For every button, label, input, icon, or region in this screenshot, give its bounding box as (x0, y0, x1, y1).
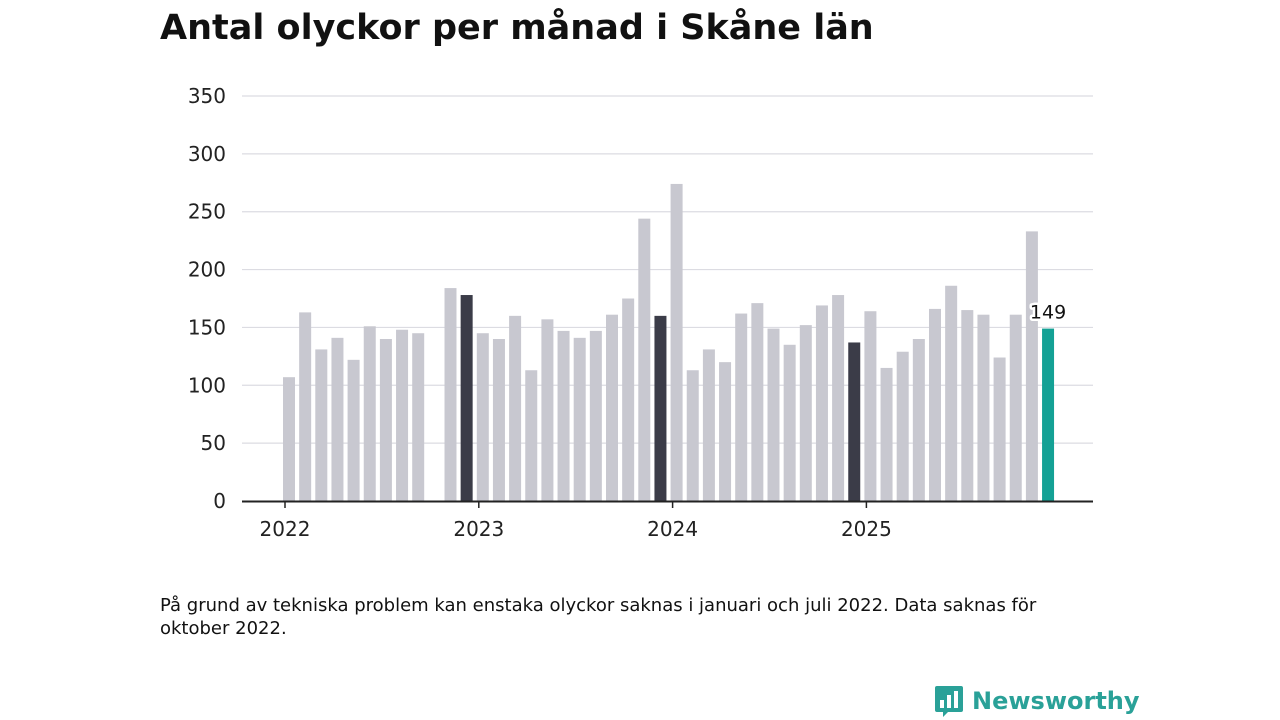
bar-2023-06 (557, 330, 570, 501)
y-tick-label: 50 (201, 431, 226, 455)
bar-2023-12 (654, 315, 667, 501)
bar-2022-08 (396, 329, 409, 501)
latest-value-label: 149 (1030, 302, 1066, 324)
y-tick-label: 150 (188, 315, 226, 339)
x-tick-label: 2022 (260, 517, 311, 541)
bar-2024-09 (799, 325, 812, 501)
bar-2025-02 (880, 367, 893, 501)
bar-2024-08 (783, 344, 796, 501)
bar-2025-01 (864, 311, 877, 501)
bar-2025-11 (1025, 231, 1038, 501)
y-tick-label: 200 (188, 258, 226, 282)
bar-2023-07 (573, 337, 586, 501)
bar-2024-02 (686, 370, 699, 501)
bar-2024-10 (815, 305, 828, 501)
x-axis: 2022 2023 2024 2025 (242, 500, 1093, 541)
bar-2024-01 (670, 183, 683, 501)
bar-2023-04 (525, 370, 538, 501)
brand-name: Newsworthy (972, 687, 1140, 715)
chart-title: Antal olyckor per månad i Skåne län (160, 8, 874, 48)
bar-2023-02 (492, 339, 505, 501)
x-tick-label: 2025 (841, 517, 892, 541)
bar-2024-03 (702, 349, 715, 501)
bar-2023-03 (509, 315, 522, 501)
bar-2023-10 (622, 298, 635, 501)
bar-2022-12 (460, 295, 473, 501)
bar-2022-05 (347, 359, 360, 501)
bar-2025-05 (929, 308, 941, 501)
bar-2022-04 (331, 337, 344, 501)
bar-2024-06 (751, 303, 764, 501)
bar-2023-08 (589, 330, 602, 501)
bar-2025-12 (1042, 328, 1055, 501)
bar-2022-01 (283, 377, 295, 501)
x-tick-label: 2023 (453, 517, 504, 541)
bar-2024-05 (735, 313, 748, 501)
y-axis: 0 50 100 150 200 250 300 350 (188, 84, 226, 513)
bar-2025-08 (977, 314, 990, 501)
y-tick-label: 0 (213, 489, 226, 513)
bar-chart: 0 50 100 150 200 250 300 350 2022 2023 2024 2025 1… (188, 84, 1093, 541)
brand[interactable]: Newsworthy (934, 684, 1140, 718)
bar-2022-09 (412, 333, 425, 501)
bar-2022-03 (315, 349, 328, 501)
bar-2023-01 (476, 333, 489, 501)
bar-2022-07 (379, 339, 392, 501)
bar-2024-12 (848, 342, 861, 501)
bar-2024-07 (767, 328, 780, 501)
newsworthy-logo-icon (935, 686, 963, 717)
bar-2025-03 (896, 351, 909, 501)
bar-2023-09 (606, 314, 618, 501)
bar-2023-11 (638, 218, 651, 501)
bar-2022-02 (299, 312, 312, 501)
footnote: På grund av tekniska problem kan enstaka… (160, 595, 1037, 639)
bar-2024-04 (719, 362, 732, 501)
bar-2024-11 (832, 295, 845, 501)
bar-2022-06 (363, 326, 376, 501)
y-tick-label: 250 (188, 200, 226, 224)
bar-2025-07 (961, 310, 974, 501)
bar-2022-11 (444, 288, 457, 501)
bar-2025-10 (1009, 314, 1022, 501)
bars (283, 183, 1055, 501)
y-tick-label: 350 (188, 84, 226, 108)
y-tick-label: 300 (188, 142, 226, 166)
bar-2025-06 (945, 285, 958, 501)
bar-2025-09 (993, 357, 1006, 501)
y-tick-label: 100 (188, 373, 226, 397)
bar-2025-04 (912, 339, 925, 501)
bar-2023-05 (541, 319, 554, 501)
x-tick-label: 2024 (647, 517, 698, 541)
latest-value-label-halo: 149 (1030, 302, 1066, 324)
